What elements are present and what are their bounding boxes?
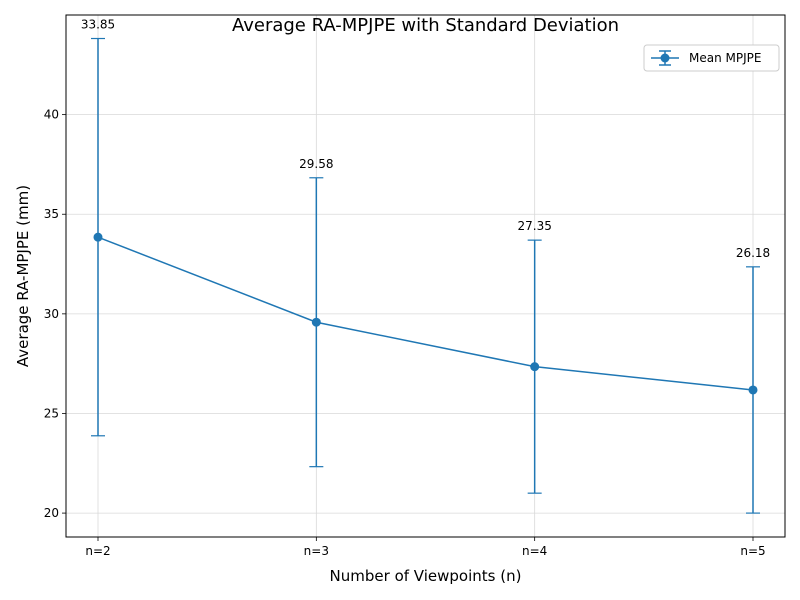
data-label-n=3: 29.58 — [299, 157, 333, 171]
data-label-n=2: 33.85 — [81, 18, 115, 32]
y-tick-label-25: 25 — [44, 406, 59, 420]
y-tick-label-40: 40 — [44, 108, 59, 122]
y-tick-label-30: 30 — [44, 307, 59, 321]
x-tick-label-n=5: n=5 — [740, 544, 765, 558]
y-tick-label-20: 20 — [44, 506, 59, 520]
legend-marker — [660, 53, 670, 63]
y-tick-label-35: 35 — [44, 207, 59, 221]
y-axis-label: Average RA-MPJPE (mm) — [14, 185, 32, 367]
legend: Mean MPJPE — [643, 44, 780, 72]
x-tick-label-n=4: n=4 — [522, 544, 547, 558]
data-point-n=2 — [93, 232, 103, 242]
data-point-n=5 — [748, 385, 758, 395]
x-tick-label-n=2: n=2 — [85, 544, 110, 558]
data-label-n=5: 26.18 — [736, 246, 770, 260]
series-line-group — [97, 236, 754, 391]
data-point-n=3 — [311, 317, 321, 327]
x-axis-label: Number of Viewpoints (n) — [330, 567, 522, 585]
x-tick-label-n=3: n=3 — [304, 544, 329, 558]
data-point-n=4 — [530, 362, 540, 372]
data-label-n=4: 27.35 — [517, 219, 551, 233]
chart-title: Average RA-MPJPE with Standard Deviation — [232, 15, 619, 36]
plot-frame — [65, 14, 786, 538]
data-points — [93, 232, 758, 395]
data-labels: 33.85 29.58 27.35 26.18 — [81, 18, 770, 260]
x-ticks: n=2 n=3 n=4 n=5 — [85, 537, 766, 558]
legend-label: Mean MPJPE — [689, 51, 761, 65]
legend-box — [643, 44, 780, 72]
y-ticks: 20 25 30 35 40 — [44, 108, 66, 520]
series-line — [97, 236, 754, 391]
